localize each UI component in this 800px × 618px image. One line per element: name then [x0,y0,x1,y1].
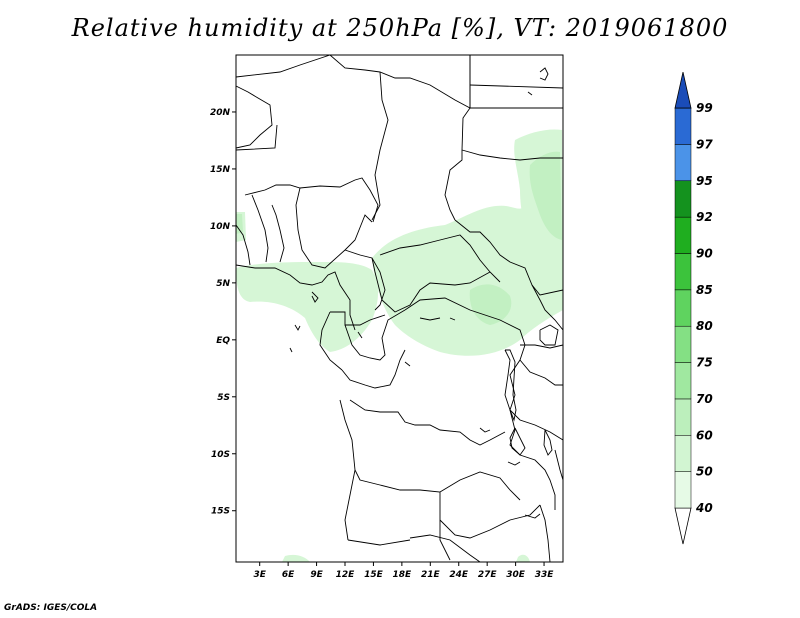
colorbar-label: 50 [696,465,713,479]
lon-label: 12E [336,570,356,580]
colorbar-box [674,325,692,363]
lat-label: EQ [216,336,230,346]
lat-label: 15N [210,165,231,175]
lat-label: 5S [217,393,230,403]
lon-label: 18E [393,570,413,580]
colorbar-label: 97 [696,137,713,151]
lat-label: 10S [211,450,230,460]
latitude-axis: 20N 15N 10N 5N EQ 5S 10S 15S [210,108,236,517]
map-frame [235,54,564,563]
colorbar-label: 75 [696,356,713,370]
colorbar-over-triangle [674,71,692,109]
colorbar-box [674,435,692,472]
colorbar-label: 99 [696,101,713,115]
lon-label: 3E [253,570,266,580]
lat-label: 5N [216,279,230,289]
colorbar-label: 85 [696,283,713,297]
colorbar-label: 80 [696,319,713,333]
lat-label: 20N [210,108,231,118]
colorbar-box [674,253,692,291]
lon-label: 30E [506,570,526,580]
colorbar-box [674,180,692,218]
colorbar-box [674,216,692,254]
lon-label: 6E [282,570,295,580]
colorbar-box [674,362,692,400]
colorbar-box [674,398,692,436]
country-borders [235,54,564,563]
colorbar-box [674,289,692,327]
colorbar-label: 60 [696,428,713,442]
lon-label: 9E [310,570,323,580]
lon-label: 33E [535,570,555,580]
longitude-axis: 3E 6E 9E 12E 15E 18E 21E 24E 27E 30E 33E [253,562,554,580]
colorbar-box [674,107,692,145]
colorbar-label: 90 [696,246,713,260]
colorbar-label: 95 [696,174,713,188]
humidity-shading [236,129,563,562]
map-title: Relative humidity at 250hPa [%], VT: 201… [71,14,729,42]
colorbar-box [674,144,692,182]
lat-label: 15S [211,507,230,517]
colorbar-label: 92 [696,210,713,224]
footer-credit: GrADS: IGES/COLA [4,603,98,613]
humidity-shading-strong [236,151,562,325]
lon-label: 15E [364,570,384,580]
lon-label: 24E [449,570,469,580]
colorbar: 40 50 60 70 75 80 85 90 92 95 97 99 [674,71,713,545]
colorbar-label: 70 [696,392,713,406]
lon-label: 27E [478,570,498,580]
colorbar-label: 40 [695,501,713,515]
lon-label: 21E [421,570,441,580]
colorbar-under-triangle [674,507,692,545]
lat-label: 10N [210,222,231,232]
colorbar-box [674,471,692,509]
